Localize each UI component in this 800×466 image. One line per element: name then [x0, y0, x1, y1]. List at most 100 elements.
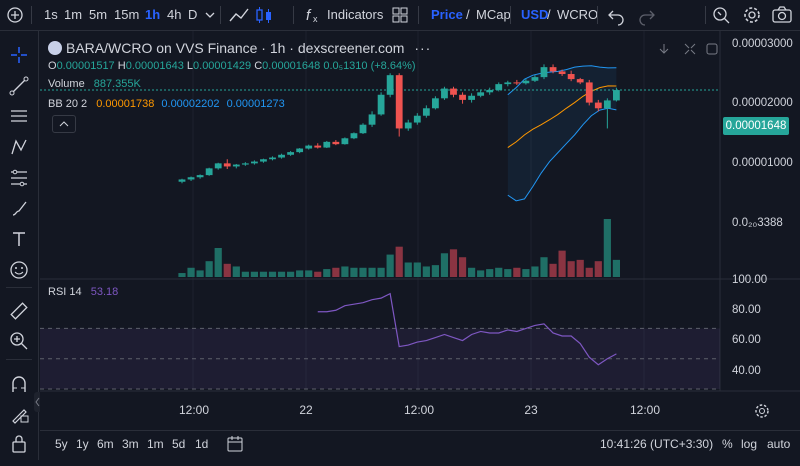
lock-icon[interactable] — [9, 433, 29, 453]
candle — [296, 148, 304, 154]
timeframe-1s[interactable]: 1s — [44, 7, 58, 22]
crosshair-icon[interactable] — [9, 45, 29, 65]
rsi-label: RSI 14 — [48, 286, 82, 298]
range-5d[interactable]: 5d — [172, 437, 186, 451]
candle-body — [341, 138, 349, 145]
percent-scale-toggle[interactable]: % — [722, 437, 733, 451]
price-toggle[interactable]: Price — [431, 7, 463, 22]
candle — [232, 163, 240, 169]
fib-icon[interactable] — [9, 168, 29, 188]
candle-body — [187, 177, 195, 180]
volume-bar — [468, 267, 476, 277]
range-1d[interactable]: 1d — [195, 437, 209, 451]
volume-bar — [549, 263, 557, 277]
rsi-row: RSI 14 53.18 — [48, 286, 118, 298]
volume-bar — [268, 271, 277, 277]
volume-bar — [187, 267, 195, 277]
candle-body — [368, 114, 376, 125]
candle-body — [450, 88, 457, 95]
candle — [459, 92, 466, 104]
line-chart-type-icon[interactable] — [228, 0, 250, 30]
candle — [359, 123, 367, 135]
range-5y[interactable]: 5y — [55, 437, 68, 451]
candle-body — [459, 94, 466, 100]
lock-drawings-icon[interactable] — [9, 404, 29, 424]
log-scale-toggle[interactable]: log — [741, 437, 758, 451]
timeframe-D[interactable]: D — [188, 7, 198, 22]
chart-area[interactable]: BARA/WCRO on VVS Finance · 1h · dexscree… — [40, 31, 800, 430]
undo-icon[interactable] — [607, 0, 625, 30]
magnet-icon[interactable] — [9, 374, 29, 394]
chevron-down-icon[interactable] — [204, 0, 216, 30]
clock-display[interactable]: 10:41:26 (UTC+3:30) — [600, 437, 714, 451]
usd-toggle[interactable]: USD — [521, 7, 549, 22]
timeframe-1h[interactable]: 1h — [145, 7, 161, 22]
emoji-icon[interactable] — [9, 260, 29, 280]
timeframe-15m[interactable]: 15m — [114, 7, 140, 22]
volume-bar — [232, 266, 240, 277]
text-tool-icon[interactable] — [9, 229, 29, 249]
pattern-icon[interactable] — [9, 137, 29, 157]
settings-gear-icon[interactable] — [742, 0, 762, 30]
goto-date-icon[interactable] — [226, 431, 244, 461]
add-symbol-icon[interactable] — [6, 0, 24, 30]
candle — [441, 86, 448, 100]
candle-body — [613, 90, 620, 101]
horizontal-lines-icon[interactable] — [9, 106, 29, 126]
layout-grid-icon[interactable] — [392, 0, 408, 30]
brush-icon[interactable] — [9, 199, 29, 219]
current-price-value: 0.00001648 — [725, 120, 787, 132]
volume-bar — [422, 266, 430, 277]
zoom-in-icon[interactable] — [9, 331, 29, 351]
candle — [341, 137, 349, 145]
indicators-button[interactable]: Indicators — [327, 7, 384, 22]
legend-more-icon[interactable]: ··· — [414, 40, 432, 56]
collapse-pane-icon[interactable] — [682, 41, 698, 57]
drawing-toolbar — [0, 31, 39, 460]
candle — [585, 79, 593, 106]
candle — [269, 156, 276, 161]
candle-body — [278, 154, 285, 158]
candle — [522, 79, 530, 85]
volume-bar — [413, 262, 421, 277]
timeframe-4h[interactable]: 4h — [167, 7, 182, 22]
timeframe-1m[interactable]: 1m — [64, 7, 83, 22]
range-1y[interactable]: 1y — [76, 437, 89, 451]
candles-chart-type-icon[interactable] — [254, 0, 274, 30]
timeframe-5m[interactable]: 5m — [89, 7, 108, 22]
move-pane-down-icon[interactable] — [656, 41, 672, 57]
redo-icon[interactable] — [638, 0, 656, 30]
candle — [576, 77, 584, 85]
auto-scale-toggle[interactable]: auto — [767, 437, 791, 451]
candle — [404, 119, 412, 131]
candle-body — [205, 168, 213, 176]
candle — [305, 144, 313, 150]
replay-icon[interactable] — [711, 0, 731, 30]
volume-bar — [214, 248, 222, 277]
range-1m[interactable]: 1m — [147, 437, 164, 451]
collapse-legend-button[interactable] — [52, 115, 76, 133]
candle-body — [223, 163, 231, 167]
candle-body — [178, 179, 186, 182]
svg-text:f: f — [306, 7, 312, 24]
candle-body — [432, 98, 439, 109]
collapse-toolbar-handle[interactable] — [34, 392, 42, 412]
ruler-icon[interactable] — [9, 301, 29, 321]
candle-body — [296, 148, 304, 153]
toggle-slash: / — [466, 7, 470, 22]
wcro-toggle[interactable]: WCRO — [557, 7, 599, 22]
mcap-toggle[interactable]: MCap — [476, 7, 511, 22]
chart-settings-icon[interactable] — [754, 403, 770, 419]
legend-title-row: BARA/WCRO on VVS Finance · 1h · dexscree… — [48, 40, 431, 56]
trend-line-icon[interactable] — [9, 76, 29, 96]
range-3m[interactable]: 3m — [122, 437, 139, 451]
high-value: 0.00001643 — [125, 60, 184, 72]
range-6m[interactable]: 6m — [97, 437, 114, 451]
chart-canvas[interactable] — [40, 31, 800, 430]
candle-body — [576, 79, 584, 83]
camera-icon[interactable] — [771, 0, 793, 30]
volume-bar — [359, 267, 367, 277]
maximize-pane-icon[interactable] — [704, 41, 720, 57]
volume-bar — [431, 265, 439, 277]
